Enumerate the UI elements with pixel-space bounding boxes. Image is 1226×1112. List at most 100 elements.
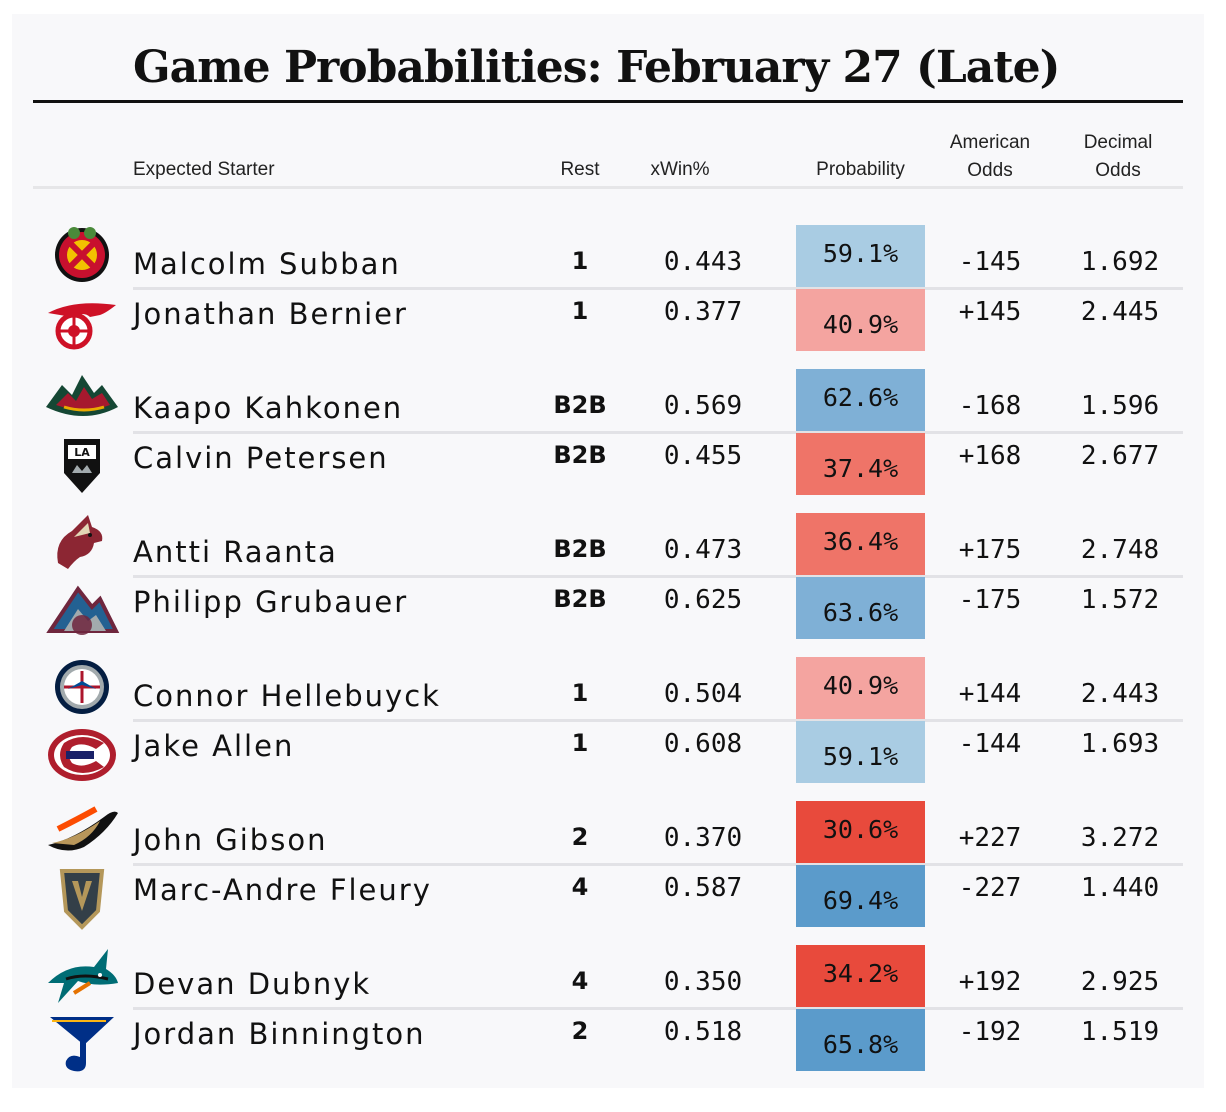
starter-name: Malcolm Subban (133, 247, 401, 281)
probability-value: 36.4% (822, 527, 899, 556)
probability-cell: 59.1% (796, 721, 925, 783)
svg-text:LA: LA (74, 446, 90, 459)
starter-name: Antti Raanta (133, 535, 338, 569)
american-odds-value: -192 (958, 1017, 1022, 1047)
rest-value: B2B (553, 441, 607, 469)
starter-name: Kaapo Kahkonen (133, 391, 404, 425)
golden-knights-logo-icon (44, 867, 120, 931)
sharks-logo-icon (44, 943, 120, 1007)
probability-value: 40.9% (822, 310, 899, 339)
american-odds-value: -227 (958, 873, 1022, 903)
decimal-odds-value: 1.572 (1080, 585, 1160, 615)
header-rest: Rest (560, 159, 600, 180)
page-title: Game Probabilities: February 27 (Late) (133, 42, 1060, 93)
rest-value: 2 (571, 1017, 589, 1045)
american-odds-value: +175 (958, 535, 1022, 565)
xwin-value: 0.569 (663, 391, 743, 421)
american-odds-value: +145 (958, 297, 1022, 327)
american-odds-value: +144 (958, 679, 1022, 709)
probability-cell: 30.6% (796, 801, 925, 863)
probability-value: 37.4% (822, 454, 899, 483)
probability-cell: 34.2% (796, 945, 925, 1007)
xwin-value: 0.473 (663, 535, 743, 565)
decimal-odds-value: 3.272 (1080, 823, 1160, 853)
rest-value: 1 (571, 679, 589, 707)
rest-value: 4 (571, 873, 589, 901)
probability-cell: 59.1% (796, 225, 925, 287)
probability-cell: 40.9% (796, 657, 925, 719)
rest-value: 4 (571, 967, 589, 995)
xwin-value: 0.350 (663, 967, 743, 997)
header-decimal-line2: Odds (1095, 160, 1141, 181)
decimal-odds-value: 1.596 (1080, 391, 1160, 421)
probability-cell: 69.4% (796, 865, 925, 927)
row-divider (133, 1007, 1183, 1010)
table-panel (12, 14, 1204, 1088)
probability-value: 62.6% (822, 383, 899, 412)
probability-value: 34.2% (822, 959, 899, 988)
starter-name: Connor Hellebuyck (133, 679, 441, 713)
header-american-odds: American Odds (930, 129, 1050, 185)
row-divider (133, 719, 1183, 722)
american-odds-value: -168 (958, 391, 1022, 421)
probability-cell: 40.9% (796, 289, 925, 351)
decimal-odds-value: 1.692 (1080, 247, 1160, 277)
header-decimal-line1: Decimal (1083, 132, 1153, 153)
xwin-value: 0.518 (663, 1017, 743, 1047)
probability-value: 69.4% (822, 886, 899, 915)
xwin-value: 0.608 (663, 729, 743, 759)
probability-value: 59.1% (822, 239, 899, 268)
american-odds-value: -144 (958, 729, 1022, 759)
header-expected-starter: Expected Starter (133, 159, 275, 180)
rest-value: B2B (553, 535, 607, 563)
ducks-logo-icon (44, 799, 120, 863)
xwin-value: 0.504 (663, 679, 743, 709)
row-divider (133, 863, 1183, 866)
probability-cell: 62.6% (796, 369, 925, 431)
canadiens-logo-icon (44, 723, 120, 787)
rest-value: B2B (553, 391, 607, 419)
probability-value: 65.8% (822, 1030, 899, 1059)
header-american-line2: Odds (967, 160, 1013, 181)
probability-value: 30.6% (822, 815, 899, 844)
xwin-value: 0.377 (663, 297, 743, 327)
xwin-value: 0.443 (663, 247, 743, 277)
probability-cell: 63.6% (796, 577, 925, 639)
american-odds-value: -175 (958, 585, 1022, 615)
decimal-odds-value: 1.693 (1080, 729, 1160, 759)
rest-value: 2 (571, 823, 589, 851)
row-divider (133, 575, 1183, 578)
probability-cell: 37.4% (796, 433, 925, 495)
starter-name: Philipp Grubauer (133, 585, 409, 619)
decimal-odds-value: 2.748 (1080, 535, 1160, 565)
decimal-odds-value: 2.445 (1080, 297, 1160, 327)
kings-logo-icon: LA (44, 435, 120, 499)
starter-name: Jake Allen (133, 729, 295, 763)
probability-cell: 65.8% (796, 1009, 925, 1071)
starter-name: John Gibson (133, 823, 328, 857)
decimal-odds-value: 2.443 (1080, 679, 1160, 709)
xwin-value: 0.455 (663, 441, 743, 471)
decimal-odds-value: 1.440 (1080, 873, 1160, 903)
starter-name: Calvin Petersen (133, 441, 389, 475)
american-odds-value: +227 (958, 823, 1022, 853)
american-odds-value: +168 (958, 441, 1022, 471)
row-divider (133, 431, 1183, 434)
starter-name: Jordan Binnington (133, 1017, 426, 1051)
probability-value: 40.9% (822, 671, 899, 700)
row-divider (133, 287, 1183, 290)
probability-value: 63.6% (822, 598, 899, 627)
decimal-odds-value: 2.677 (1080, 441, 1160, 471)
jets-logo-icon (44, 655, 120, 719)
xwin-value: 0.625 (663, 585, 743, 615)
decimal-odds-value: 1.519 (1080, 1017, 1160, 1047)
header-american-line1: American (949, 132, 1031, 153)
american-odds-value: -145 (958, 247, 1022, 277)
rest-value: 1 (571, 729, 589, 757)
american-odds-value: +192 (958, 967, 1022, 997)
decimal-odds-value: 2.925 (1080, 967, 1160, 997)
header-xwin: xWin% (650, 159, 710, 180)
avalanche-logo-icon (44, 579, 120, 643)
starter-name: Marc-Andre Fleury (133, 873, 432, 907)
header-divider (33, 186, 1183, 189)
